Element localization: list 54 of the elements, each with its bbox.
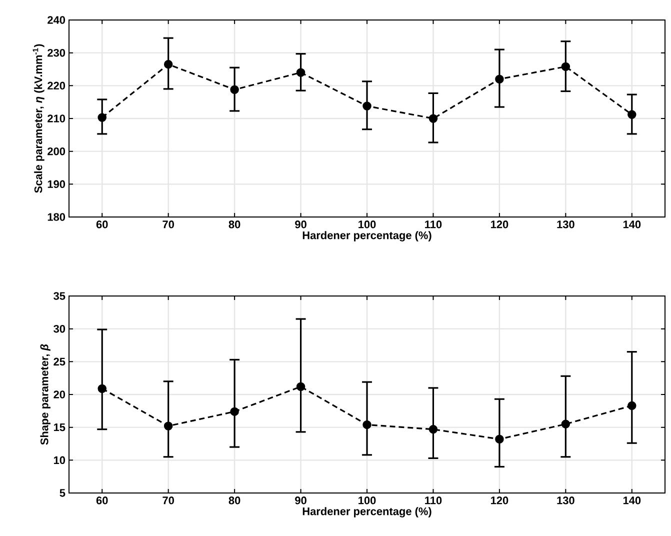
y-tick-label: 210 bbox=[48, 114, 66, 122]
point bbox=[628, 110, 636, 119]
y-tick-label: 30 bbox=[54, 324, 66, 333]
point bbox=[561, 62, 570, 72]
point bbox=[98, 384, 106, 393]
y-tick-label: 180 bbox=[48, 213, 66, 221]
x-tick-label: 90 bbox=[295, 220, 306, 228]
x-tick-label: 110 bbox=[425, 220, 442, 228]
x-tick-label: 130 bbox=[557, 220, 574, 228]
y-axis-title: Scale parameter, η (kV.mm$^{-1}$) bbox=[32, 44, 44, 193]
x-tick-label: 140 bbox=[623, 220, 641, 228]
y-tick-label: 5 bbox=[60, 489, 66, 497]
x-tick-label: 130 bbox=[557, 496, 574, 504]
x-tick-label: 70 bbox=[162, 220, 174, 228]
point bbox=[230, 85, 239, 94]
point bbox=[296, 382, 306, 392]
x-axis-title: Hardener percentage (%) bbox=[302, 507, 432, 518]
x-tick-label: 120 bbox=[490, 496, 508, 504]
point bbox=[164, 60, 173, 69]
x-tick-label: 80 bbox=[228, 220, 240, 228]
x-tick-label: 100 bbox=[358, 220, 376, 228]
point bbox=[362, 102, 372, 110]
x-tick-label: 60 bbox=[96, 496, 108, 504]
y-tick-label: 15 bbox=[54, 424, 66, 432]
x-tick-label: 90 bbox=[295, 496, 306, 504]
y-tick-label: 35 bbox=[54, 292, 66, 300]
point bbox=[362, 420, 372, 430]
x-tick-label: 140 bbox=[623, 496, 641, 504]
point bbox=[495, 74, 504, 84]
x-tick-label: 100 bbox=[358, 496, 376, 504]
point bbox=[561, 420, 570, 428]
x-tick-label: 60 bbox=[96, 220, 108, 228]
y-axis-title: Shape parameter, β bbox=[40, 344, 50, 445]
point bbox=[296, 68, 306, 77]
y-tick-label: 10 bbox=[54, 456, 66, 464]
point bbox=[495, 434, 504, 444]
x-axis-title: Hardener percentage (%) bbox=[302, 231, 432, 242]
point bbox=[98, 113, 106, 122]
y-tick-label: 240 bbox=[48, 16, 66, 24]
y-tick-label: 190 bbox=[48, 180, 66, 188]
point bbox=[164, 422, 173, 430]
point bbox=[428, 424, 438, 434]
y-tick-label: 20 bbox=[54, 390, 66, 398]
y-tick-label: 230 bbox=[48, 48, 66, 57]
y-tick-label: 200 bbox=[48, 147, 66, 156]
y-tick-label: 25 bbox=[54, 358, 66, 366]
x-tick-label: 110 bbox=[425, 496, 442, 504]
point bbox=[628, 401, 636, 410]
point bbox=[428, 114, 438, 123]
x-tick-label: 80 bbox=[228, 496, 240, 504]
x-tick-label: 70 bbox=[162, 496, 174, 504]
point bbox=[230, 407, 239, 416]
y-tick-label: 220 bbox=[48, 82, 66, 90]
x-tick-label: 120 bbox=[490, 220, 508, 228]
